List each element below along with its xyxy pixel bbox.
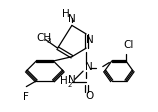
Text: F: F	[23, 92, 29, 102]
Text: 2: 2	[67, 82, 72, 88]
Text: N: N	[85, 62, 93, 72]
Text: H: H	[60, 76, 67, 86]
Text: N: N	[68, 14, 76, 24]
Text: 3: 3	[47, 38, 51, 44]
Text: O: O	[85, 91, 93, 101]
Text: Cl: Cl	[124, 40, 134, 50]
Text: N: N	[68, 75, 76, 85]
Text: H: H	[62, 9, 69, 19]
Text: CH: CH	[36, 33, 52, 43]
Text: N: N	[86, 35, 94, 45]
